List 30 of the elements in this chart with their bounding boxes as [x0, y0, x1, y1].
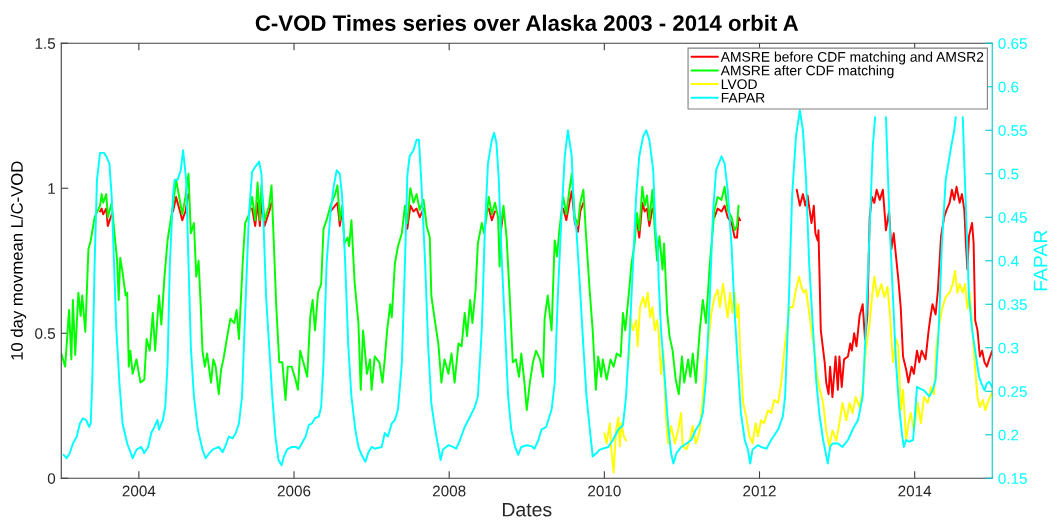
x-tick-label: 2006 — [277, 485, 311, 497]
chart-title: C-VOD Times series over Alaska 2003 - 2014 orbit A — [255, 14, 799, 32]
y2-tick-label: 0.6 — [998, 81, 1019, 93]
y-tick-label: 1.5 — [35, 38, 56, 49]
y-tick-label: 0 — [47, 473, 56, 484]
legend-label: LVOD — [721, 79, 757, 90]
y-axis-title: 10 day movmean L/C-VOD — [10, 161, 27, 360]
y2-tick-label: 0.3 — [998, 342, 1019, 354]
y2-tick-label: 0.15 — [998, 473, 1027, 484]
x-tick-label: 2008 — [432, 485, 466, 497]
y-tick-label: 0.5 — [35, 328, 56, 339]
legend-label: AMSRE after CDF matching — [720, 65, 894, 79]
line-series — [61, 172, 740, 412]
y2-tick-label: 0.55 — [998, 125, 1027, 136]
y2-tick-label: 0.4 — [998, 255, 1019, 267]
y2-axis-title: FAPAR — [1033, 230, 1048, 291]
legend-label: FAPAR — [721, 93, 765, 103]
y2-tick-label: 0.35 — [998, 299, 1027, 310]
y2-tick-label: 0.65 — [998, 38, 1027, 49]
x-axis-title: Dates — [502, 502, 552, 517]
x-tick-label: 2010 — [588, 485, 621, 497]
legend-label: AMSRE before CDF matching and AMSR2 — [720, 51, 984, 65]
x-tick-label: 2014 — [898, 485, 932, 497]
y2-tick-label: 0.25 — [998, 386, 1027, 397]
x-tick-label: 2004 — [122, 485, 156, 497]
y2-tick-label: 0.5 — [998, 168, 1019, 180]
y-tick-label: 1 — [48, 183, 55, 194]
y2-tick-label: 0.45 — [998, 212, 1027, 223]
y2-tick-label: 0.2 — [998, 429, 1019, 441]
x-tick-label: 2012 — [743, 485, 776, 497]
